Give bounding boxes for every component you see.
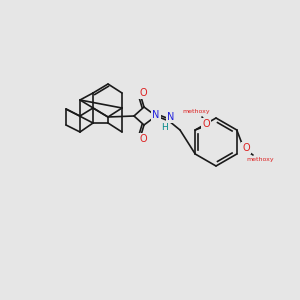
Text: O: O — [242, 143, 250, 153]
Text: methoxy: methoxy — [246, 158, 274, 163]
Text: O: O — [139, 134, 147, 144]
Text: methoxy: methoxy — [182, 109, 210, 113]
Text: N: N — [152, 110, 160, 120]
Text: N: N — [167, 112, 175, 122]
Text: H: H — [160, 124, 167, 133]
Text: O: O — [202, 119, 210, 129]
Text: O: O — [139, 88, 147, 98]
